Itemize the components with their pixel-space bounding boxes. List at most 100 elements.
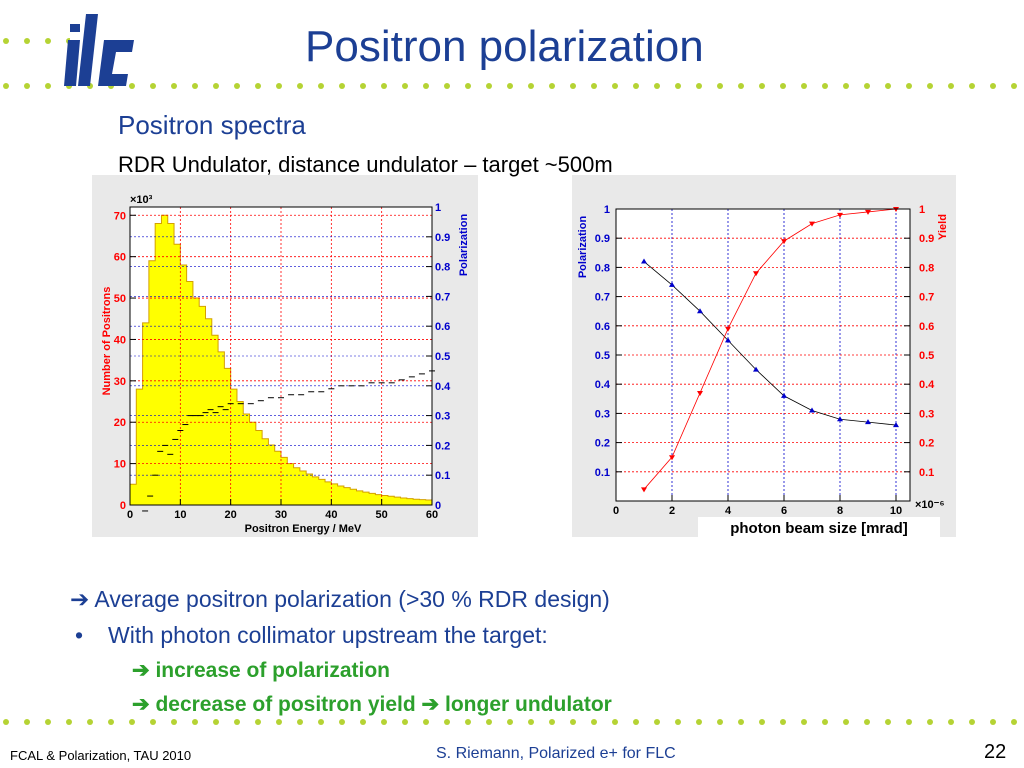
divider-dot: [486, 719, 492, 725]
divider-dot: [192, 719, 198, 725]
series-marker-yield: [697, 390, 703, 396]
y2-tick-label: 0.5: [919, 350, 934, 362]
y-tick-label: 70: [114, 210, 126, 222]
series-marker-polarization: [697, 308, 703, 314]
bullet-text: increase of polarization: [155, 659, 391, 682]
series-marker-yield: [669, 455, 675, 461]
divider-dot: [969, 719, 975, 725]
divider-dot: [591, 83, 597, 89]
divider-dot: [3, 38, 9, 44]
divider-dot: [150, 719, 156, 725]
y-tick-label: 40: [114, 334, 126, 346]
divider-dot: [423, 83, 429, 89]
y2-tick-label: 0.6: [435, 321, 450, 333]
divider-dot: [465, 719, 471, 725]
y2-tick-label: 0.4: [435, 381, 451, 393]
y2-tick-label: 0.1: [435, 470, 450, 482]
divider-dot: [171, 719, 177, 725]
divider-dot: [759, 83, 765, 89]
y-tick-label: 0: [120, 500, 126, 512]
y-tick-label: 0.3: [595, 408, 610, 420]
footer-left: FCAL & Polarization, TAU 2010: [10, 748, 192, 763]
divider-dot: [591, 719, 597, 725]
slide-subline: RDR Undulator, distance undulator – targ…: [118, 152, 613, 177]
y-tick-label: 0.4: [595, 379, 611, 391]
divider-dot: [885, 719, 891, 725]
x-tick-label: 10: [174, 509, 186, 521]
y-tick-label: 0.1: [595, 467, 610, 479]
y-tick-label: 0.6: [595, 321, 610, 333]
divider-dot: [234, 719, 240, 725]
series-marker-yield: [641, 487, 647, 493]
x-tick-label: 60: [426, 509, 438, 521]
y-tick-label: 0.8: [595, 262, 610, 274]
top-dotted-divider: [3, 83, 1017, 89]
y2-tick-label: 0.6: [919, 321, 934, 333]
divider-dot: [318, 719, 324, 725]
divider-dot: [549, 83, 555, 89]
divider-dot: [927, 719, 933, 725]
x-tick-label: 4: [725, 505, 732, 517]
divider-dot: [486, 83, 492, 89]
arrow-icon: ➔: [132, 659, 150, 682]
divider-dot: [948, 719, 954, 725]
arrow-icon: ➔: [132, 693, 150, 716]
divider-dot: [528, 83, 534, 89]
divider-dot: [990, 719, 996, 725]
divider-dot: [759, 719, 765, 725]
y2-tick-label: 1: [919, 204, 925, 216]
divider-dot: [171, 83, 177, 89]
y2-tick-label: 0.3: [919, 408, 934, 420]
divider-dot: [696, 83, 702, 89]
divider-dot: [801, 83, 807, 89]
divider-dot: [66, 719, 72, 725]
divider-dot: [948, 83, 954, 89]
divider-dot: [339, 719, 345, 725]
divider-dot: [24, 38, 30, 44]
series-marker-polarization: [781, 392, 787, 398]
y-axis-label: Polarization: [577, 216, 589, 279]
y-axis-label: Number of Positrons: [101, 287, 113, 396]
divider-dot: [45, 38, 51, 44]
divider-dot: [3, 83, 9, 89]
divider-dot: [528, 719, 534, 725]
divider-dot: [717, 83, 723, 89]
divider-dot: [780, 719, 786, 725]
y2-tick-label: 0.9: [435, 232, 450, 244]
divider-dot: [402, 83, 408, 89]
y2-axis-label: Yield: [937, 214, 949, 240]
bottom-dotted-divider: [3, 719, 1017, 725]
series-marker-yield: [781, 239, 787, 245]
divider-dot: [675, 83, 681, 89]
series-marker-polarization: [753, 366, 759, 372]
y2-tick-label: 0.7: [435, 291, 450, 303]
divider-dot: [864, 83, 870, 89]
divider-dot: [213, 83, 219, 89]
divider-dot: [654, 719, 660, 725]
divider-dot: [381, 719, 387, 725]
divider-dot: [360, 83, 366, 89]
divider-dot: [633, 83, 639, 89]
y-tick-label: 30: [114, 376, 126, 388]
y2-tick-label: 0.8: [919, 262, 934, 274]
page-number: 22: [984, 741, 1007, 763]
divider-dot: [129, 719, 135, 725]
x-tick-label: 50: [376, 509, 388, 521]
divider-dot: [969, 83, 975, 89]
divider-dot: [276, 719, 282, 725]
series-marker-polarization: [865, 419, 871, 425]
y-tick-label: 0.9: [595, 233, 610, 245]
bullet-decrease-yield: ➔ decrease of positron yield ➔ longer un…: [132, 692, 612, 717]
divider-dot: [24, 719, 30, 725]
divider-dot: [801, 719, 807, 725]
divider-dot: [612, 719, 618, 725]
divider-dot: [612, 83, 618, 89]
divider-dot: [45, 83, 51, 89]
y-tick-label: 0.5: [595, 350, 610, 362]
divider-dot: [675, 719, 681, 725]
x-tick-label: 20: [225, 509, 237, 521]
divider-dot: [129, 83, 135, 89]
divider-dot: [213, 719, 219, 725]
series-marker-yield: [837, 212, 843, 218]
series-marker-yield: [725, 326, 731, 332]
